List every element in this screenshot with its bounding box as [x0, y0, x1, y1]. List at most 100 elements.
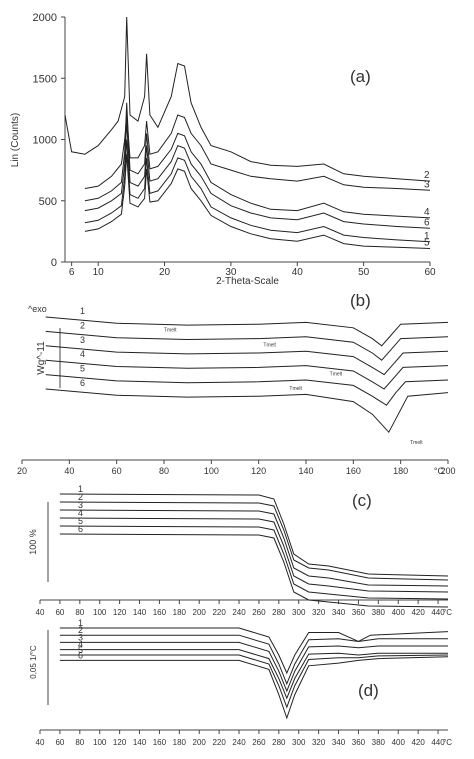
panel-b-scale-label: Wg^-11	[36, 341, 47, 375]
panel-b-series-line	[45, 316, 449, 347]
panel-b-curve-label: 4	[80, 349, 85, 359]
panel-a-y-tick-label: 1000	[33, 135, 57, 147]
panel-a-x-tick-label: 30	[225, 267, 237, 278]
panel-d-x-tick-label: 360	[352, 738, 366, 747]
panel-b-curve-label: 3	[80, 335, 85, 345]
panel-b-series-line	[45, 359, 449, 390]
panel-a-x-axis-label: 2-Theta-Scale	[216, 276, 279, 287]
panel-d-x-tick-label: 40	[36, 738, 45, 747]
panel-a-x-tick-label: 20	[159, 267, 171, 278]
panel-b-x-tick-label: 140	[298, 466, 313, 476]
panel-a-y-tick-label: 500	[39, 196, 57, 208]
panel-a-x-tick-label: 50	[358, 267, 370, 278]
panel-d-label: (d)	[358, 681, 379, 700]
panel-a-series-line	[84, 139, 431, 243]
panel-c-unit-label: °C	[443, 608, 452, 617]
panel-d-series-line	[59, 656, 449, 720]
panel-a-curve-label: 6	[424, 217, 430, 228]
panel-b-series-line	[45, 374, 449, 406]
panel-c-x-tick-label: 320	[312, 608, 326, 617]
panel-c-x-tick-label: 220	[212, 608, 226, 617]
panel-b-series-line	[45, 388, 449, 434]
panel-b-melt-label: Tmelt	[330, 371, 343, 377]
panel-a-y-tick-label: 0	[51, 257, 57, 269]
panel-d-x-tick-label: 100	[93, 738, 107, 747]
panel-d-series-line	[59, 649, 448, 700]
panel-c-x-tick-label: 140	[133, 608, 147, 617]
panel-c-x-tick-label: 100	[93, 608, 107, 617]
panel-c-curve-label: 4	[78, 508, 83, 518]
panel-c-x-tick-label: 420	[411, 608, 425, 617]
panel-a-x-tick-label: 60	[424, 267, 436, 278]
panel-c-series-line	[59, 501, 449, 581]
panel-a-curve-label: 2	[424, 170, 430, 181]
panel-c-series-line	[59, 533, 449, 608]
panel-c-x-tick-label: 120	[113, 608, 127, 617]
panel-c-series-line	[59, 525, 449, 600]
panel-c-curve-label: 2	[78, 492, 83, 502]
panel-b-melt-label: Tmelt	[263, 343, 276, 349]
panel-d-curve-label: 2	[78, 625, 83, 635]
panel-d-x-tick-label: 200	[193, 738, 207, 747]
panel-c-x-tick-label: 240	[232, 608, 246, 617]
panel-a-y-axis-label: Lin (Counts)	[10, 113, 21, 167]
panel-d-curve-label: 4	[78, 640, 83, 650]
panel-d-scale-label: 0,05 1/°C	[29, 645, 38, 679]
panel-b-series-line	[45, 330, 449, 361]
panel-c-x-tick-label: 360	[352, 608, 366, 617]
panel-c-label: (c)	[352, 491, 372, 510]
panel-d-x-tick-label: 180	[173, 738, 187, 747]
panel-d-x-tick-label: 240	[232, 738, 246, 747]
panel-a-curve-label: 5	[424, 238, 430, 249]
panel-c-x-tick-label: 180	[173, 608, 187, 617]
panel-b-x-tick-label: 60	[112, 466, 122, 476]
panel-b-x-tick-label: 120	[251, 466, 266, 476]
panel-c-series-line	[59, 517, 449, 593]
panel-c-series-line	[59, 493, 449, 577]
panel-d-curve-label: 1	[78, 618, 83, 628]
panel-b-x-tick-label: 80	[159, 466, 169, 476]
panel-d-x-tick-label: 160	[153, 738, 167, 747]
panel-b-unit-label: °C	[434, 466, 445, 476]
panel-d-x-tick-label: 400	[392, 738, 406, 747]
panel-b-curve-label: 1	[80, 306, 85, 316]
panel-b-x-tick-label: 160	[346, 466, 361, 476]
panel-d-x-tick-label: 120	[113, 738, 127, 747]
panel-a-x-tick-label: 6	[69, 267, 75, 278]
panel-b-curve-label: 2	[80, 320, 85, 330]
panel-c-x-tick-label: 160	[153, 608, 167, 617]
panel-a-x-tick-label: 10	[93, 267, 105, 278]
panel-b-melt-label: Tmelt	[164, 327, 177, 333]
panel-c-scale-label: 100 %	[28, 529, 38, 555]
panel-c-curve-label: 6	[78, 524, 83, 534]
panel-a-x-tick-label: 40	[292, 267, 304, 278]
panel-b-x-tick-label: 100	[204, 466, 219, 476]
panel-d-unit-label: °C	[443, 738, 452, 747]
panel-b-x-tick-label: 20	[17, 466, 27, 476]
panel-c-x-tick-label: 60	[55, 608, 64, 617]
panel-d-x-tick-label: 440	[431, 738, 445, 747]
panel-d-x-tick-label: 420	[411, 738, 425, 747]
panel-c-curve-label: 5	[78, 516, 83, 526]
panel-c-x-tick-label: 300	[292, 608, 306, 617]
panel-d-x-tick-label: 280	[272, 738, 286, 747]
panel-d-x-tick-label: 300	[292, 738, 306, 747]
panel-a-series-line	[84, 121, 431, 229]
panel-b-label: (b)	[350, 291, 371, 310]
panel-d-x-tick-label: 140	[133, 738, 147, 747]
panel-c-x-tick-label: 280	[272, 608, 286, 617]
panel-b-series-line	[45, 345, 449, 376]
panel-a-curve-label: 1	[424, 231, 430, 242]
panel-c-series-line	[59, 509, 449, 587]
panel-c-x-tick-label: 80	[75, 608, 84, 617]
panel-a-series-line	[84, 114, 431, 191]
panel-d-x-tick-label: 220	[212, 738, 226, 747]
panel-b-melt-label: Tmelt	[410, 440, 423, 446]
panel-b-x-tick-label: 180	[393, 466, 408, 476]
panel-c-curve-label: 1	[78, 484, 83, 494]
panel-d-series-line	[59, 627, 449, 675]
panel-a-series-line	[84, 154, 431, 249]
panel-d-x-tick-label: 380	[372, 738, 386, 747]
panel-a-series-line	[84, 102, 431, 219]
